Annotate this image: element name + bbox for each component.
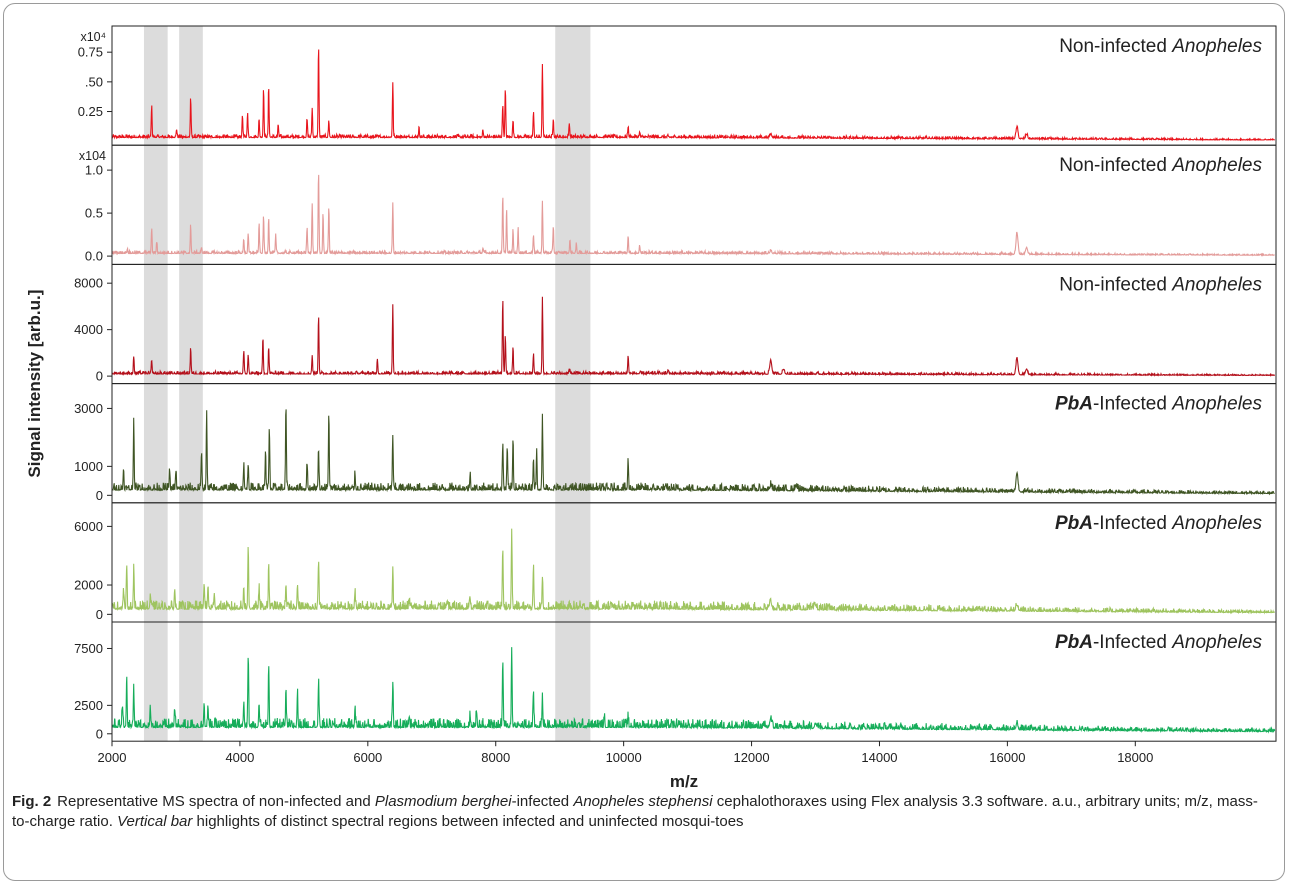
y-tick-label-1-2: .50 [85, 74, 103, 89]
y-axis-label: Signal intensity [arb.u.] [25, 290, 44, 478]
figure-frame [3, 3, 1285, 881]
caption-text-3: cephalothoraxes using Flex analysis 3.3 … [12, 793, 1258, 830]
spectrum-panel-5: 0 2000 6000 PbA-Infected Anopheles [74, 502, 1277, 623]
y-exponent-label-1: x10⁴ [80, 30, 106, 44]
spectrum-panel-4: 0 1000 3000 PbA-Infected Anopheles [74, 383, 1277, 504]
y-tick-label-3-3: 8000 [74, 276, 103, 291]
panel-label-1: Non-infected Anopheles [1059, 36, 1262, 57]
spectrum-line-6 [111, 647, 1276, 734]
x-axis-label: m/z [670, 772, 698, 791]
spectrum-line-1 [111, 49, 1276, 142]
panel-frame-6 [111, 621, 1277, 742]
x-tick-label-7: 14000 [861, 750, 897, 765]
caption-text-2: -infected [511, 793, 574, 810]
x-tick-label-3: 6000 [353, 750, 382, 765]
y-tick-label-4-3: 3000 [74, 401, 103, 416]
y-tick-label-5-1: 0 [96, 607, 103, 622]
caption-italic-2: Anopheles stephensi [573, 793, 713, 810]
y-tick-label-4-1: 0 [96, 488, 103, 503]
caption-italic-3: Vertical bar [117, 813, 193, 830]
y-tick-label-6-2: 2500 [74, 698, 103, 713]
y-exponent-label-2: x104 [79, 149, 106, 163]
x-tick-label-9: 18000 [1117, 750, 1153, 765]
y-tick-label-6-3: 7500 [74, 641, 103, 656]
caption-text-1: Representative MS spectra of non-infecte… [57, 793, 375, 810]
spectrum-line-5 [111, 528, 1276, 615]
y-tick-label-3-1: 0 [96, 369, 103, 384]
spectrum-panel-6: 0 2500 7500 PbA-Infected Anopheles [74, 621, 1277, 742]
panel-label-4: PbA-Infected Anopheles [1055, 394, 1263, 415]
y-tick-label-2-1: 0.0 [85, 249, 103, 264]
x-tick-label-1: 2000 [98, 750, 127, 765]
y-tick-label-1-3: 0.75 [78, 45, 103, 60]
panel-label-5: PbA-Infected Anopheles [1055, 513, 1263, 534]
y-tick-label-5-2: 2000 [74, 578, 103, 593]
panel-label-3: Non-infected Anopheles [1059, 274, 1262, 295]
x-tick-label-8: 16000 [989, 750, 1025, 765]
y-tick-label-4-2: 1000 [74, 459, 103, 474]
spectrum-line-4 [111, 409, 1275, 496]
figure-number: Fig. 2 [12, 793, 52, 810]
y-tick-label-2-2: 0.5 [85, 206, 103, 221]
panel-label-2: Non-infected Anopheles [1059, 155, 1262, 176]
caption-italic-1: Plasmodium berghei [374, 793, 512, 810]
y-tick-label-1-1: 0.25 [78, 104, 103, 119]
y-tick-label-2-3: 1.0 [85, 163, 103, 178]
caption-text-4: highlights of distinct spectral regions … [192, 813, 744, 830]
figure-caption: Fig. 2 Representative MS spectra of non-i… [12, 792, 1274, 832]
y-tick-label-3-2: 4000 [74, 322, 103, 337]
panel-label-6: PbA-Infected Anopheles [1055, 632, 1263, 653]
x-tick-label-6: 12000 [733, 750, 769, 765]
x-tick-label-2: 4000 [225, 750, 254, 765]
y-tick-label-5-3: 6000 [74, 519, 103, 534]
y-tick-label-6-1: 0 [96, 726, 103, 741]
x-tick-label-4: 8000 [481, 750, 510, 765]
spectrum-line-2 [111, 174, 1275, 257]
spectrum-line-3 [111, 296, 1276, 377]
spectrum-panel-3: 0 4000 8000 Non-infected Anopheles [74, 263, 1277, 385]
x-tick-label-5: 10000 [606, 750, 642, 765]
